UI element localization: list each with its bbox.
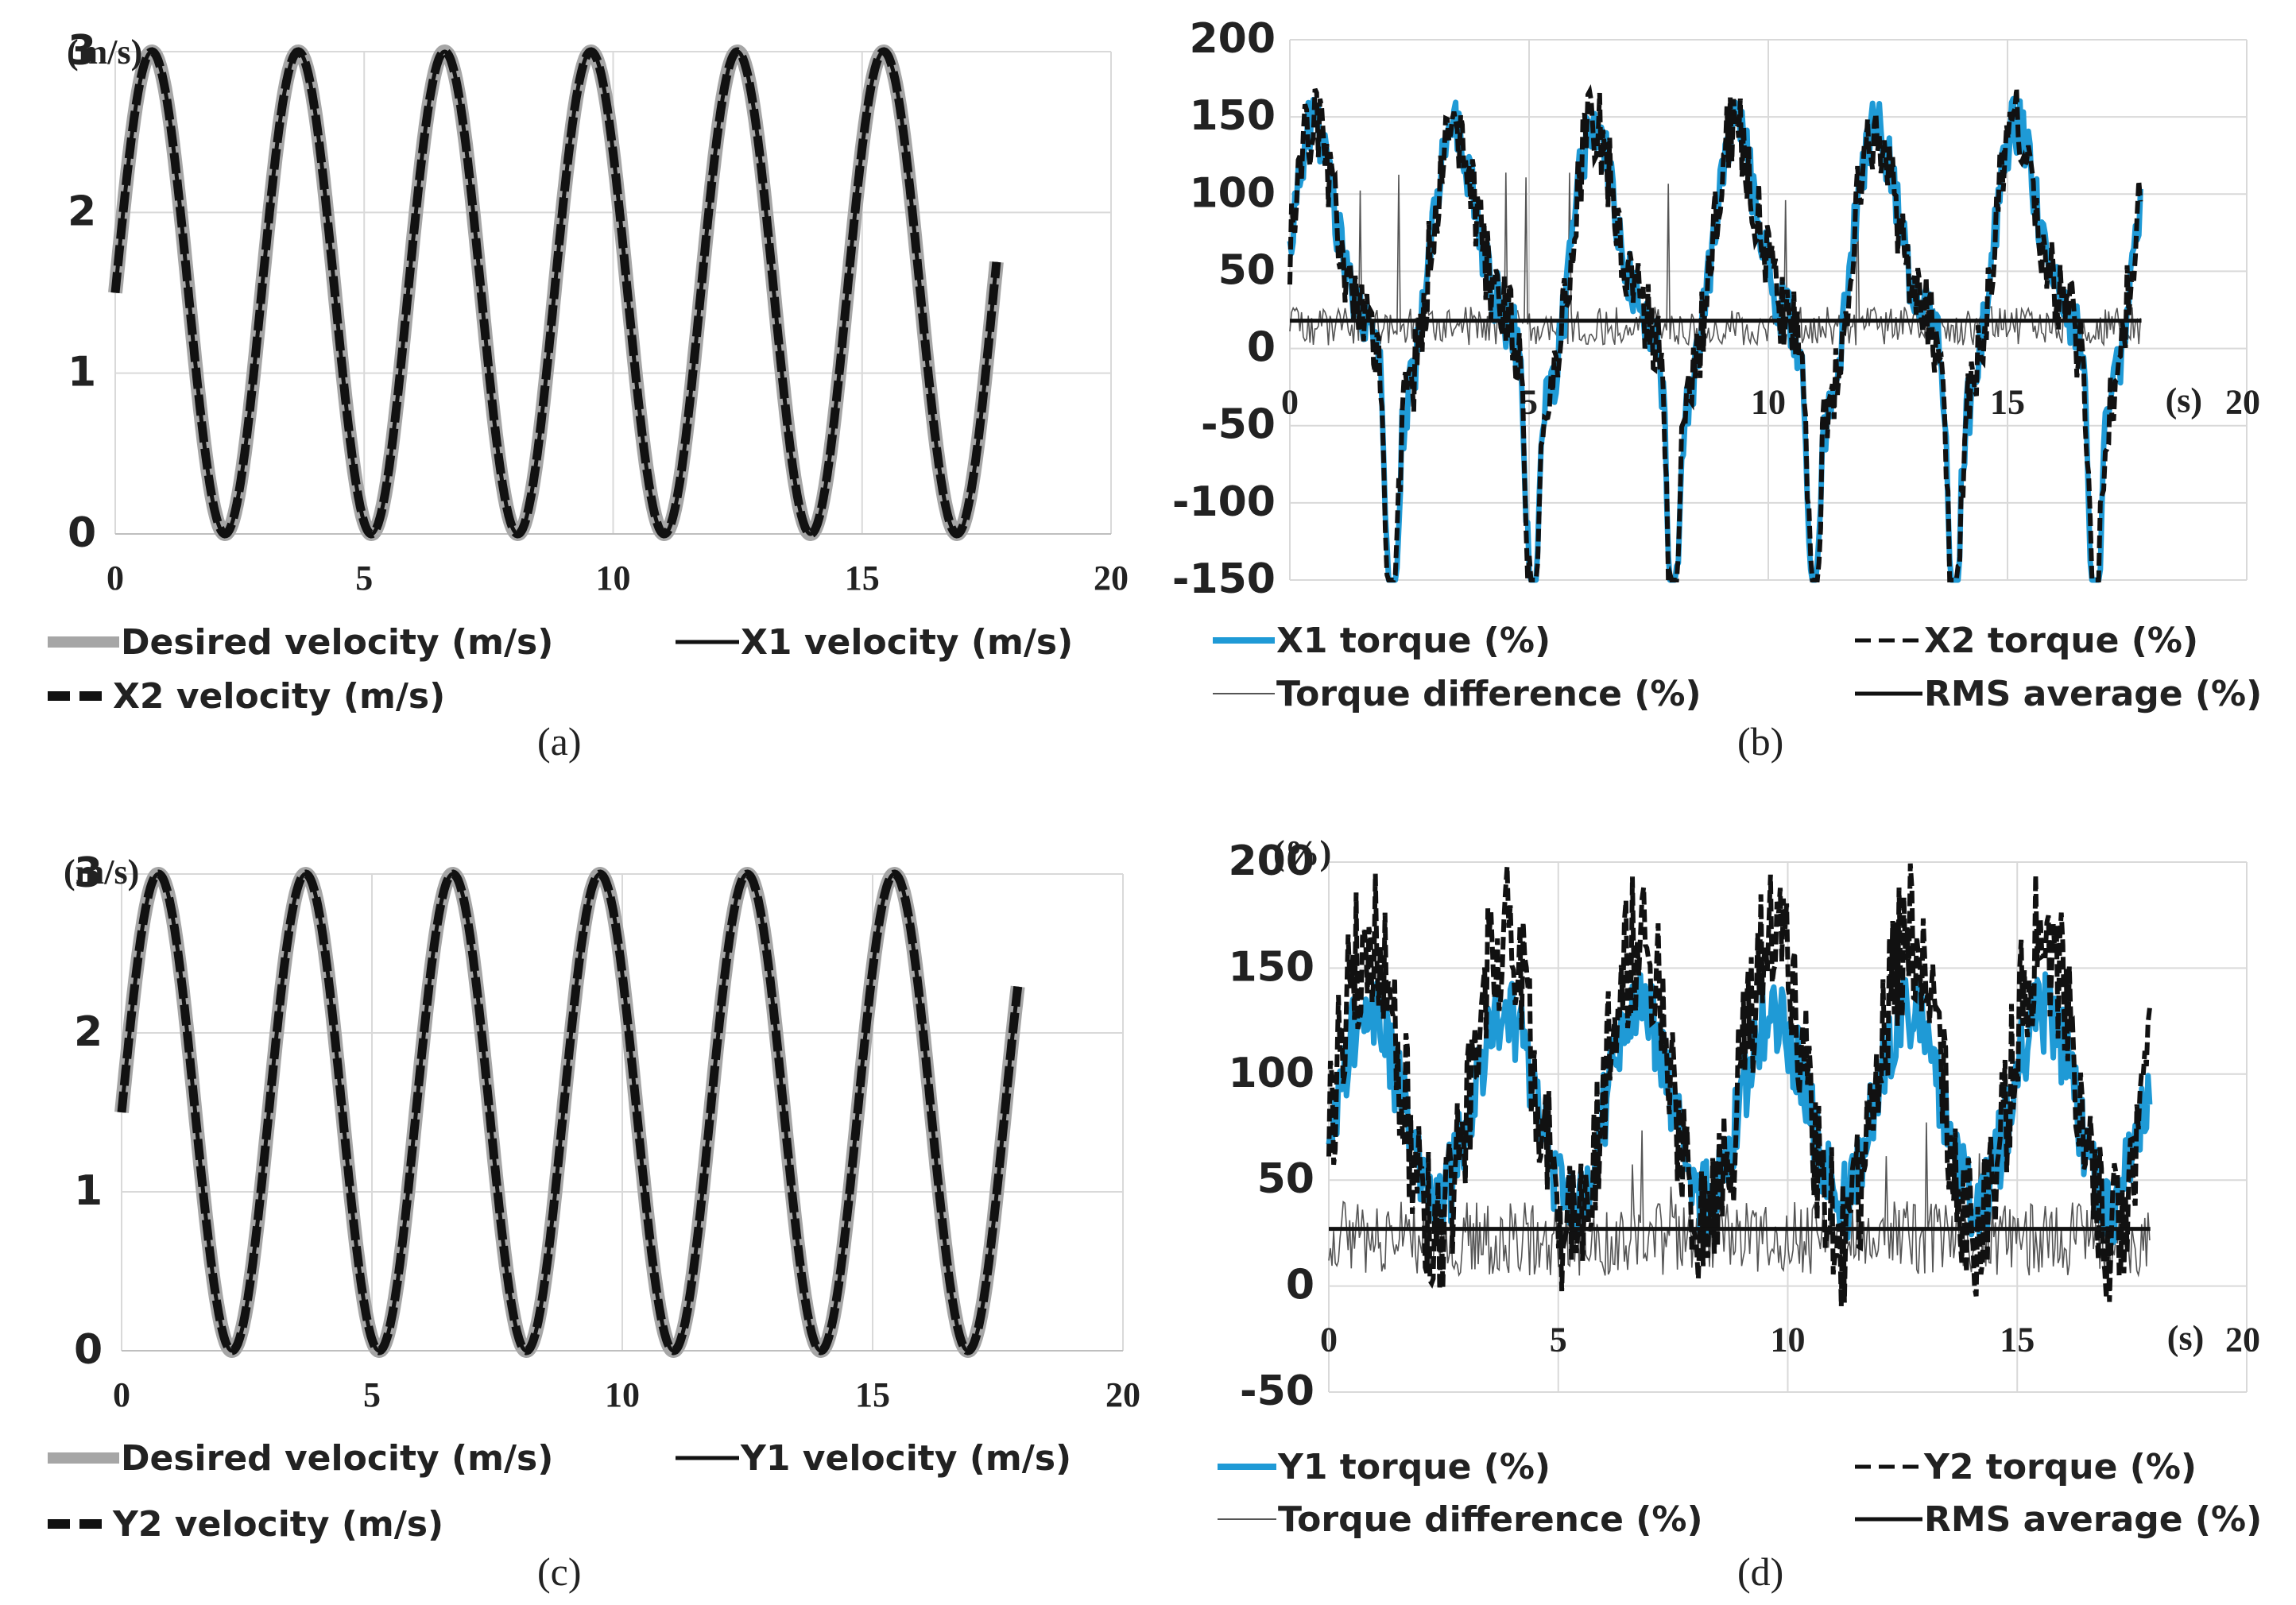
velocity-2-line xyxy=(110,47,1001,539)
x-tick-label: 5 xyxy=(363,1375,381,1414)
x-tick-label: 20 xyxy=(2225,383,2260,422)
legend-y2-torque: Y2 torque (%) xyxy=(1923,1447,2197,1487)
y-tick-label: 200 xyxy=(1228,837,1314,885)
caption-d: (d) xyxy=(1737,1549,1783,1594)
chart-b-legend: X1 torque (%) X2 torque (%) Torque diffe… xyxy=(1213,621,2262,714)
x-tick-label: 0 xyxy=(1281,383,1299,422)
x-tick-label: 10 xyxy=(1751,383,1786,422)
x-tick-label: 5 xyxy=(1550,1321,1567,1359)
legend-y1-velocity: Y1 velocity (m/s) xyxy=(740,1438,1071,1479)
legend-x1-torque: X1 torque (%) xyxy=(1276,621,1551,661)
legend-rms-average: RMS average (%) xyxy=(1924,1499,2262,1540)
chart-a-plot: 0 1 2 3 0 5 10 15 20 xyxy=(68,27,1129,598)
x-tick-label: 20 xyxy=(2225,1321,2260,1359)
chart-a-ylabel: (m/s) xyxy=(67,33,142,72)
legend-torque-difference: Torque difference (%) xyxy=(1276,674,1702,714)
x-tick-label: 0 xyxy=(113,1375,130,1414)
y-tick-label: -50 xyxy=(1240,1367,1314,1415)
legend-desired-velocity: Desired velocity (m/s) xyxy=(121,622,553,663)
legend-x2-torque: X2 torque (%) xyxy=(1924,621,2198,661)
legend-y1-torque: Y1 torque (%) xyxy=(1277,1447,1551,1487)
caption-c: (c) xyxy=(537,1549,582,1594)
y-tick-label: 0 xyxy=(74,1326,103,1374)
y-tick-label: 0 xyxy=(68,509,96,557)
caption-b: (b) xyxy=(1737,719,1783,764)
x-tick-label: 20 xyxy=(1094,559,1129,598)
y-tick-label: 50 xyxy=(1257,1155,1314,1203)
x-tick-label: 15 xyxy=(855,1375,890,1414)
chart-d-legend: Y1 torque (%) Y2 torque (%) Torque diffe… xyxy=(1218,1447,2262,1540)
y-tick-label: 2 xyxy=(68,188,96,235)
x-tick-label: 20 xyxy=(1105,1375,1140,1414)
velocity-2-line xyxy=(117,869,1023,1356)
chart-c-ylabel: (m/s) xyxy=(64,853,139,891)
x-tick-label: 15 xyxy=(2000,1321,2035,1359)
chart-c-legend: Desired velocity (m/s) Y1 velocity (m/s)… xyxy=(48,1438,1071,1545)
chart-d-ylabel: (%) xyxy=(1273,833,1331,872)
chart-c-plot: 0 1 2 3 0 5 10 15 20 xyxy=(74,849,1140,1414)
legend-x1-velocity: X1 velocity (m/s) xyxy=(741,622,1073,663)
y-tick-label: 50 xyxy=(1218,246,1276,294)
y-tick-label: 100 xyxy=(1228,1050,1314,1097)
y-tick-label: 0 xyxy=(1247,324,1276,372)
y-tick-label: 1 xyxy=(74,1167,103,1215)
x-tick-label: 5 xyxy=(355,559,373,598)
x-tick-label: 15 xyxy=(845,559,880,598)
y-tick-label: -150 xyxy=(1172,555,1276,603)
legend-desired-velocity: Desired velocity (m/s) xyxy=(121,1438,553,1479)
legend-torque-difference: Torque difference (%) xyxy=(1278,1499,1703,1540)
y-tick-label: 200 xyxy=(1189,15,1276,63)
y-tick-label: 100 xyxy=(1189,169,1276,217)
y-tick-label: 2 xyxy=(74,1008,103,1056)
chart-a-legend: Desired velocity (m/s) X1 velocity (m/s)… xyxy=(48,622,1073,717)
legend-x2-velocity: X2 velocity (m/s) xyxy=(113,676,445,717)
x-axis-unit: (s) xyxy=(2167,1319,2204,1358)
y-tick-label: -100 xyxy=(1172,478,1276,526)
y-tick-label: 1 xyxy=(68,349,96,396)
torque-2-line xyxy=(1287,83,2143,582)
desired-velocity-line xyxy=(114,867,1025,1358)
y-tick-label: 0 xyxy=(1286,1262,1314,1309)
x-axis-unit: (s) xyxy=(2166,381,2202,420)
x-tick-label: 15 xyxy=(1990,383,2025,422)
torque-2-line xyxy=(1326,863,2152,1307)
legend-rms-average: RMS average (%) xyxy=(1924,674,2262,714)
x-tick-label: 10 xyxy=(605,1375,640,1414)
chart-a: 0 1 2 3 0 5 10 15 20 (m/s) Desired velocity (m/s… xyxy=(48,27,1129,764)
caption-a: (a) xyxy=(537,719,582,764)
chart-c: 0 1 2 3 0 5 10 15 20 (m/s) Desired velocity (m/s… xyxy=(48,849,1140,1594)
x-tick-label: 10 xyxy=(1771,1321,1806,1359)
x-tick-label: 10 xyxy=(596,559,631,598)
x-tick-label: 0 xyxy=(1320,1321,1338,1359)
y-tick-label: 3 xyxy=(74,849,103,897)
y-tick-label: 150 xyxy=(1228,943,1314,991)
x-tick-label: 0 xyxy=(106,559,124,598)
y-tick-label: -50 xyxy=(1201,401,1276,449)
legend-y2-velocity: Y2 velocity (m/s) xyxy=(112,1504,443,1545)
y-tick-label: 150 xyxy=(1189,92,1276,140)
y-tick-label: 3 xyxy=(68,27,96,75)
